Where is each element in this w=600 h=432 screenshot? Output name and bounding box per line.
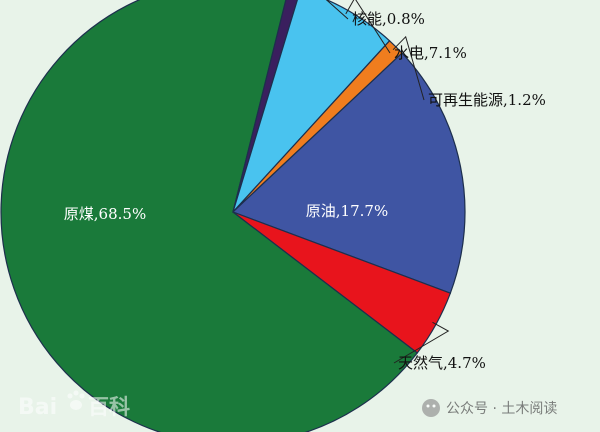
leader-line-6 [393,321,450,364]
pie-slice-1 [0,0,419,432]
wechat-watermark-text: 公众号 · 土木阅读 [446,400,557,417]
wechat-watermark: 公众号 · 土木阅读 [422,399,557,417]
slice-label-6: 天然气,4.7% [398,354,486,372]
slice-label-4: 可再生能源,1.2% [428,91,546,109]
paw-icon [67,390,85,410]
wechat-icon [422,399,440,417]
slice-label-5: 原油,17.7% [306,202,388,220]
pie-leader-lines [325,0,450,364]
leader-line-2 [325,0,349,20]
leader-line-3 [345,0,391,54]
baidu-baike-watermark: Bai 百科 [18,390,130,420]
slice-label-3: 水电,7.1% [394,44,467,62]
pie-labels: 原煤,68.5% 核能,0.8% 水电,7.1% 可再生能源,1.2% 原油,17.7%… [64,10,546,372]
pie-slices [0,0,466,432]
leader-line-4 [392,35,425,101]
baidu-watermark-text: Bai [18,395,57,420]
slice-label-1: 原煤,68.5% [64,205,146,223]
baike-watermark-text: 百科 [88,395,130,419]
slice-label-2: 核能,0.8% [352,10,425,28]
